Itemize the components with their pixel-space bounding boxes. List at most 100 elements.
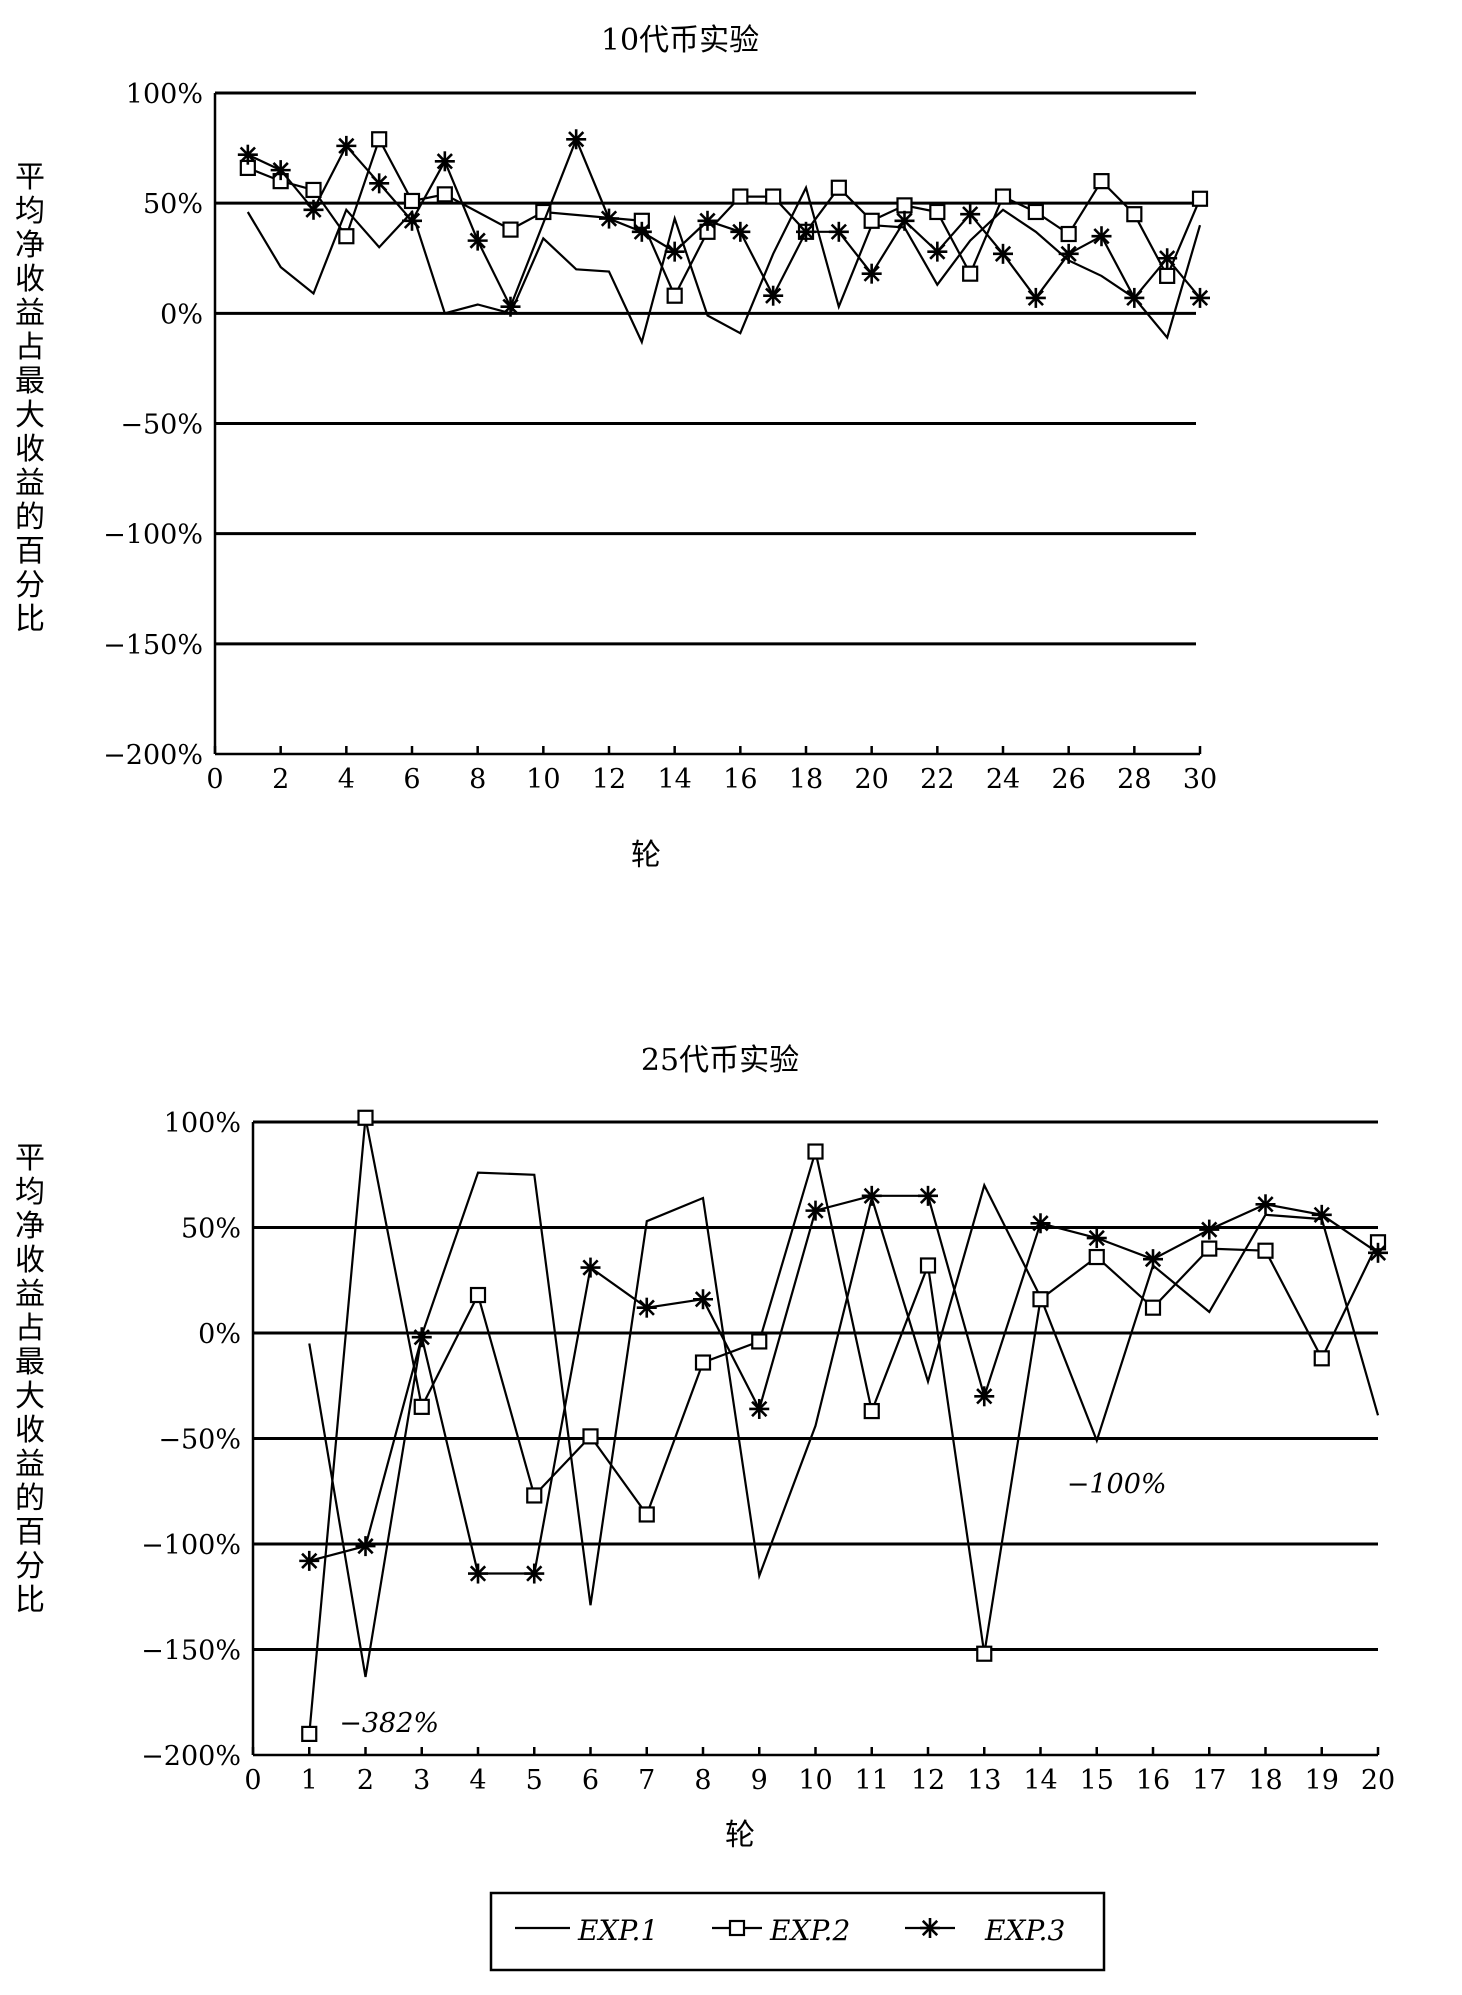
data-point [301, 1725, 318, 1743]
data-point [962, 265, 979, 282]
data-point [524, 1563, 545, 1584]
data-point [636, 1297, 657, 1318]
x-tick-label: 24 [986, 764, 1020, 795]
data-point [828, 221, 849, 242]
data-point [763, 285, 784, 306]
data-point [338, 228, 355, 245]
data-point [631, 221, 652, 242]
data-point [666, 287, 683, 304]
legend-item-exp2: EXP.2 [712, 1914, 850, 1947]
x-tick-label: 19 [1305, 1765, 1339, 1796]
data-point [502, 221, 519, 238]
data-point [303, 199, 324, 220]
series-exp1 [246, 184, 1202, 346]
legend-marker [728, 1919, 746, 1937]
annotation-label: −382% [339, 1708, 439, 1739]
legend-marker [920, 1918, 940, 1938]
x-tick-label: 9 [751, 1765, 768, 1796]
series-exp3 [299, 1185, 1388, 1584]
data-point [299, 1550, 320, 1571]
legend-label: EXP.3 [984, 1914, 1065, 1947]
data-point [1311, 1204, 1332, 1225]
chart1-ylabel: 平均净收益占最大收益的百分比 [15, 160, 45, 637]
chart-25-token: 25代币实验 平均净收益占最大收益的百分比 轮 100% 50% 0% −50% −10… [15, 1043, 1395, 1853]
series-line [309, 1194, 1379, 1575]
annotation-label: −100% [1067, 1469, 1167, 1500]
y-tick-label: −50% [120, 410, 203, 441]
x-tick-label: 13 [967, 1765, 1001, 1796]
data-point [1257, 1242, 1274, 1259]
chart2-xlabel: 轮 [725, 1818, 755, 1853]
data-point [436, 186, 453, 203]
data-point [929, 203, 946, 221]
data-point [1025, 287, 1046, 308]
x-tick-label: 4 [469, 1765, 486, 1796]
x-tick-label: 6 [582, 1765, 599, 1796]
chart2-ylabel: 平均净收益占最大收益的百分比 [15, 1141, 45, 1618]
x-tick-label: 15 [1080, 1765, 1114, 1796]
x-tick-label: 12 [911, 1765, 945, 1796]
data-point [355, 1536, 376, 1557]
data-point [974, 1386, 995, 1407]
data-point [1086, 1228, 1107, 1249]
data-point [369, 173, 390, 194]
data-point [993, 243, 1013, 264]
series-exp1 [308, 1171, 1380, 1678]
data-point [336, 135, 357, 156]
data-point [751, 1333, 768, 1350]
data-point [976, 1645, 993, 1662]
data-point [927, 241, 948, 262]
data-point [371, 131, 388, 148]
data-point [1058, 243, 1079, 264]
data-point [1255, 1194, 1276, 1215]
data-point [305, 181, 322, 199]
x-tick-label: 26 [1051, 764, 1085, 795]
data-point [918, 1185, 938, 1206]
legend-item-exp3: EXP.3 [905, 1914, 1065, 1947]
data-point [566, 129, 587, 150]
x-tick-label: 12 [592, 764, 626, 795]
data-point [730, 221, 751, 242]
legend-label: EXP.2 [769, 1914, 850, 1947]
data-point [994, 188, 1012, 205]
series-line [247, 136, 1201, 310]
legend-label: EXP.1 [577, 1914, 658, 1947]
data-point [765, 188, 782, 205]
data-point [896, 197, 913, 214]
data-point [919, 1257, 937, 1274]
data-point [237, 144, 258, 165]
data-point [500, 296, 521, 317]
y-tick-label: 50% [143, 189, 203, 220]
data-point [861, 263, 882, 284]
x-tick-label: 18 [1248, 1765, 1282, 1796]
legend: EXP.1 EXP.2 EXP.3 [489, 1891, 1106, 1972]
x-tick-label: 16 [1136, 1765, 1170, 1796]
data-point [434, 151, 455, 172]
data-point [411, 1327, 432, 1348]
data-point [402, 210, 422, 231]
data-point [357, 1109, 374, 1126]
data-point [1093, 173, 1110, 190]
y-tick-label: 50% [181, 1214, 241, 1245]
x-tick-label: 11 [855, 1765, 889, 1796]
x-tick-label: 1 [301, 1765, 318, 1796]
series-line [308, 1117, 1379, 1734]
data-point [1313, 1350, 1330, 1367]
data-point [1144, 1299, 1162, 1316]
x-tick-label: 2 [357, 1765, 374, 1796]
x-tick-label: 8 [694, 1765, 711, 1796]
data-point [664, 241, 685, 262]
x-tick-label: 0 [206, 764, 223, 795]
y-tick-label: 0% [160, 299, 203, 330]
y-tick-label: 100% [126, 79, 203, 110]
data-point [1201, 1240, 1218, 1257]
y-tick-label: −150% [103, 630, 203, 661]
data-point [1032, 1291, 1049, 1308]
series-line [308, 1171, 1380, 1678]
data-point [1199, 1219, 1220, 1240]
y-tick-label: −150% [141, 1636, 241, 1667]
y-tick-label: 0% [198, 1319, 241, 1350]
x-tick-label: 10 [798, 1765, 832, 1796]
y-tick-label: −100% [141, 1530, 241, 1561]
chart1-xlabel: 轮 [631, 838, 661, 873]
